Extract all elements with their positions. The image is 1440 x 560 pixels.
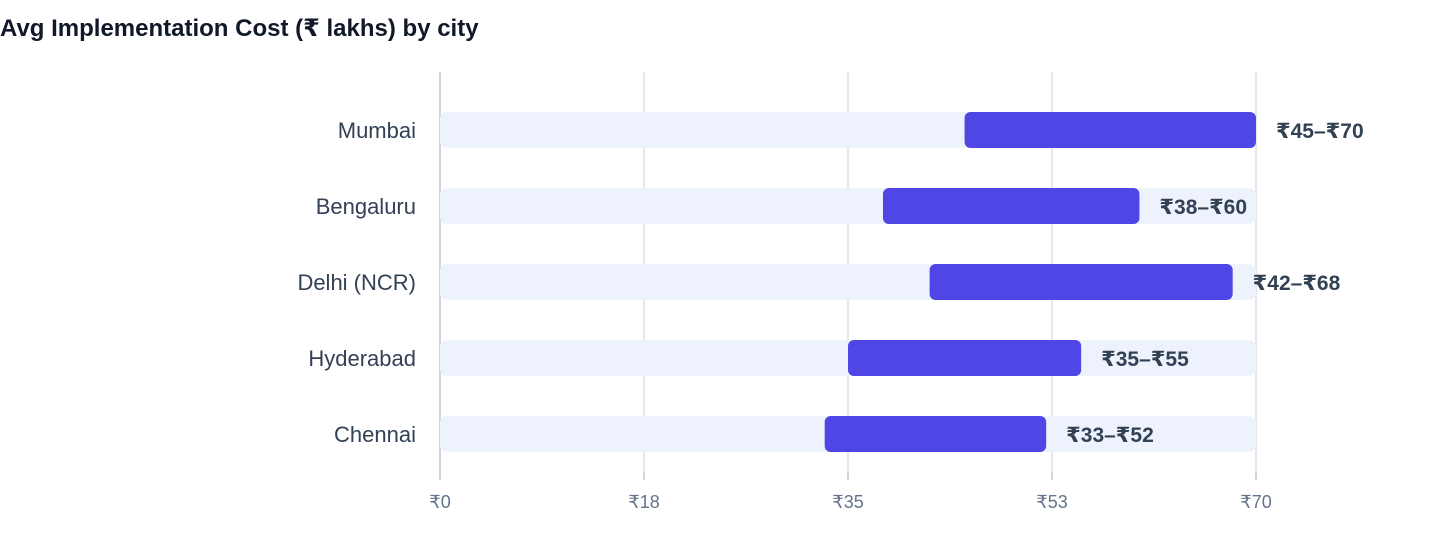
range-bar xyxy=(929,264,1233,300)
range-value-label: ₹35–₹55 xyxy=(1101,348,1189,371)
range-value-label: ₹33–₹52 xyxy=(1066,424,1154,447)
range-bar xyxy=(848,340,1082,376)
chart-title: Avg Implementation Cost (₹ lakhs) by cit… xyxy=(0,15,479,42)
category-label: Mumbai xyxy=(338,118,416,143)
range-value-label: ₹45–₹70 xyxy=(1276,120,1364,143)
x-tick-label: ₹53 xyxy=(1036,492,1067,512)
range-value-label: ₹38–₹60 xyxy=(1159,196,1247,219)
category-label: Bengaluru xyxy=(316,194,416,219)
x-tick-label: ₹70 xyxy=(1240,492,1271,512)
category-label: Delhi (NCR) xyxy=(297,270,416,295)
range-bar xyxy=(964,112,1256,148)
range-bar xyxy=(882,188,1140,224)
category-label: Chennai xyxy=(334,422,416,447)
range-bar xyxy=(824,416,1047,452)
range-value-label: ₹42–₹68 xyxy=(1253,272,1341,295)
category-label: Hyderabad xyxy=(308,346,416,371)
x-tick-label: ₹35 xyxy=(832,492,863,512)
x-tick-label: ₹18 xyxy=(628,492,659,512)
x-tick-label: ₹0 xyxy=(429,492,450,512)
